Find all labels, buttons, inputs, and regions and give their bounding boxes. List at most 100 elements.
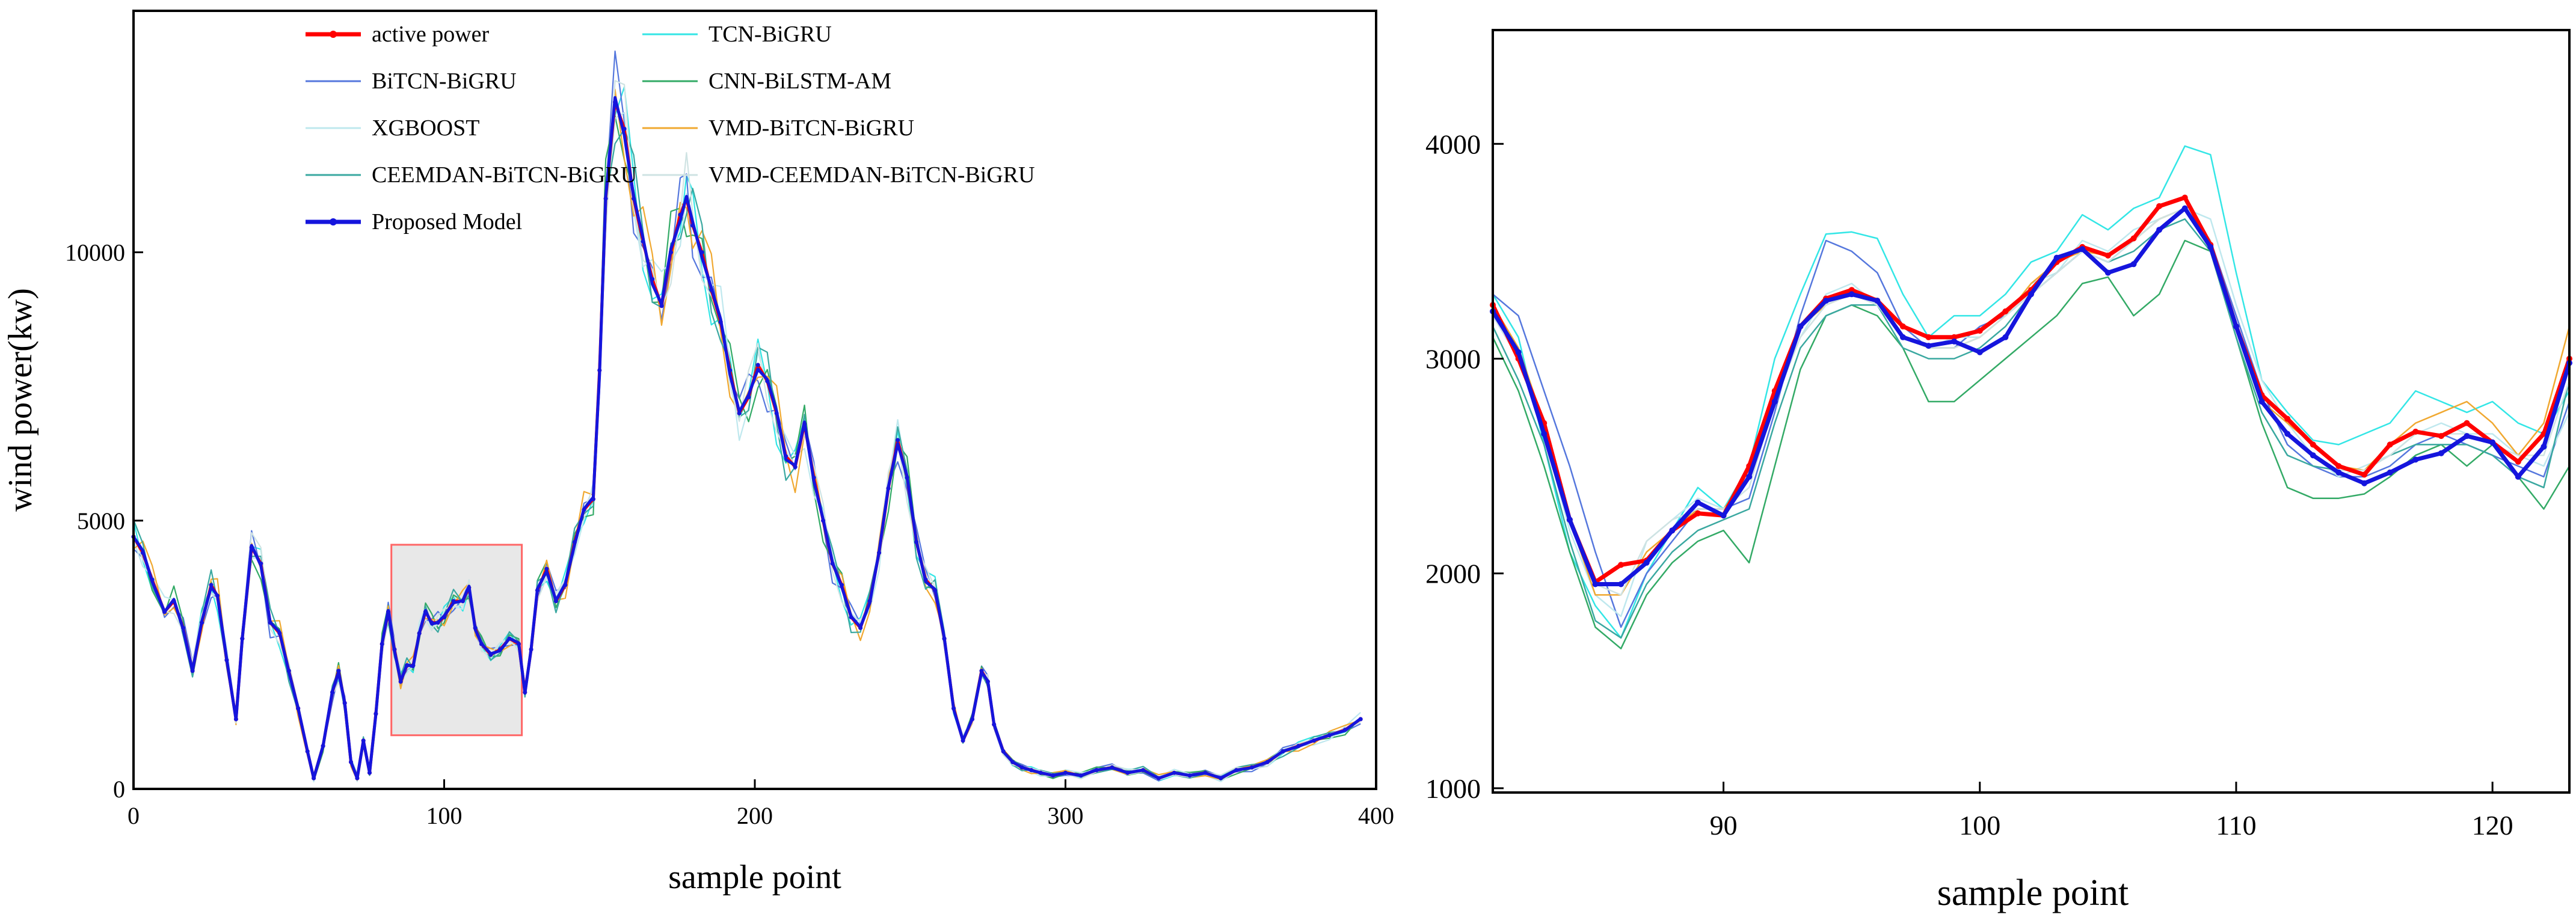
right-point-active-power [2412,428,2419,435]
left-point-proposed-model [718,320,723,325]
left-point-proposed-model [877,550,882,555]
left-point-proposed-model [233,717,238,722]
left-point-proposed-model [802,422,807,426]
legend-label: XGBOOST [372,115,479,141]
left-point-proposed-model [442,615,446,619]
left-point-proposed-model [209,583,214,587]
right-point-proposed-model [1823,298,1829,304]
left-point-proposed-model [1078,773,1083,778]
right-point-active-power [2104,253,2111,259]
left-point-proposed-model [215,593,220,598]
left-point-proposed-model [597,368,602,373]
left-point-proposed-model [774,411,779,416]
right-point-proposed-model [1618,581,1625,587]
left-point-proposed-model [1156,776,1161,780]
left-point-proposed-model [793,465,798,470]
left-point-proposed-model [821,518,826,523]
left-point-proposed-model [171,599,176,604]
left-point-proposed-model [613,100,618,105]
legend-marker [330,218,337,225]
right-point-proposed-model [1643,559,1650,566]
left-point-proposed-model [398,679,403,684]
left-point-proposed-model [349,759,353,764]
left-point-proposed-model [423,610,428,614]
left-point-proposed-model [650,277,655,281]
left-point-proposed-model [277,631,282,636]
left-point-proposed-model [392,647,397,652]
left-y-ticks: 0 5000 10000 [65,239,143,803]
left-point-proposed-model [1203,770,1208,775]
left-chart: 0 100 200 300 400 0 5000 10000 sample point wi… [2,10,1394,896]
right-point-proposed-model [2207,244,2214,250]
left-point-proposed-model [811,475,816,480]
left-point-proposed-model [1342,728,1347,732]
legend-label: VMD-CEEMDAN-BiTCN-BiGRU [709,162,1035,188]
right-point-proposed-model [2310,452,2316,459]
left-line-active-power [132,100,1362,780]
right-point-proposed-model [2156,227,2163,233]
right-point-proposed-model [2104,269,2111,276]
right-point-active-power [1618,562,1625,568]
right-point-proposed-model [2233,323,2239,330]
left-point-proposed-model [591,497,595,501]
left-point-proposed-model [669,250,673,255]
left-point-proposed-model [1249,765,1254,770]
left-point-proposed-model [951,706,956,711]
left-point-proposed-model [312,776,316,780]
right-point-proposed-model [2079,246,2086,253]
right-series-group [1490,145,2572,649]
right-point-proposed-model [1976,349,1983,355]
left-point-proposed-model [1219,776,1223,780]
left-point-proposed-model [603,196,608,201]
left-point-proposed-model [1265,759,1270,764]
left-point-proposed-model [544,566,549,571]
right-point-active-power [2438,433,2444,440]
left-point-proposed-model [451,599,456,604]
legend-item-cnn-bilstm-am: CNN-BiLSTM-AM [642,69,891,94]
left-x-ticks: 0 100 200 300 400 [128,779,1394,829]
left-x-tick-label: 200 [737,802,773,829]
right-line-cnn-bilstm-am [1492,239,2571,649]
right-line-active-power [1490,195,2572,584]
left-point-proposed-model [923,577,928,582]
right-point-proposed-model [1746,473,1753,480]
left-point-proposed-model [699,250,704,255]
right-point-proposed-model [2053,254,2060,261]
left-point-proposed-model [190,669,195,673]
right-point-active-power [1899,323,1906,330]
left-line-proposed-model [132,96,1362,780]
right-x-axis-title: sample point [1937,872,2129,913]
left-point-proposed-model [858,625,863,630]
left-line-tcn-bigru [132,86,1361,782]
left-point-proposed-model [765,379,770,384]
left-point-proposed-model [1063,770,1068,775]
left-point-proposed-model [755,363,760,367]
left-point-proposed-model [1094,768,1099,773]
left-point-proposed-model [296,706,301,711]
legend-label: CNN-BiLSTM-AM [709,69,891,94]
left-point-proposed-model [985,679,990,684]
right-point-active-power [1951,334,1958,340]
right-point-active-power [1976,328,1983,334]
left-point-proposed-model [361,738,366,743]
left-point-proposed-model [535,588,539,593]
left-point-proposed-model [529,647,533,652]
left-line-vmd-bitcn-bigru [133,88,1361,781]
left-point-proposed-model [886,486,891,491]
left-series-group [131,50,1363,783]
right-chart: 90 100 110 120 1000 2000 3000 4000 sample poin… [1425,29,2572,913]
left-point-proposed-model [830,561,835,566]
right-point-proposed-model [1566,517,1573,523]
left-point-proposed-model [1141,768,1146,773]
right-point-proposed-model [2412,456,2419,463]
legend-item-ceemdan-bitcn-bigru: CEEMDAN-BiTCN-BiGRU [306,162,637,188]
left-point-proposed-model [1001,749,1006,753]
left-point-proposed-model [905,475,909,480]
right-y-tick-label: 2000 [1425,559,1481,589]
left-point-proposed-model [411,663,416,668]
left-line-xgboost [132,111,1361,783]
left-point-proposed-model [1019,765,1024,770]
right-point-active-power [1925,334,1932,340]
right-point-proposed-model [1541,431,1548,437]
